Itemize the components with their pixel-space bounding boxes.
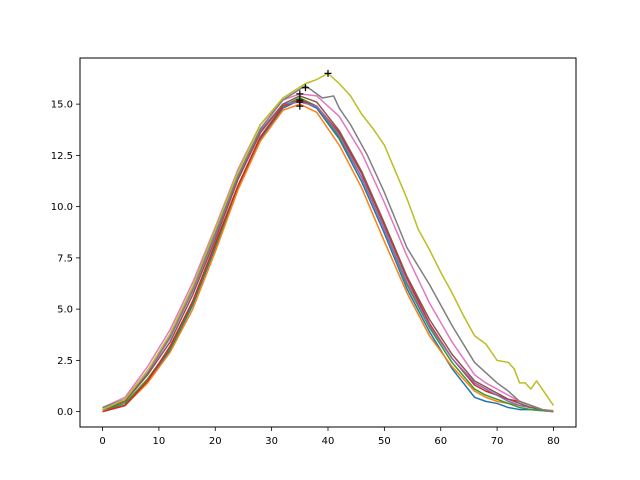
x-tick-label: 60 — [434, 436, 447, 447]
y-tick-label: 2.5 — [57, 356, 73, 367]
x-axis: 0 10 20 30 40 50 60 70 80 — [99, 427, 560, 447]
peak-marker-3 — [296, 96, 304, 104]
x-tick-label: 20 — [209, 436, 222, 447]
y-tick-label: 7.5 — [57, 253, 73, 264]
x-tick-label: 30 — [265, 436, 278, 447]
y-tick-label: 10.0 — [51, 202, 73, 213]
x-tick-label: 50 — [378, 436, 391, 447]
peak-marker-layer — [296, 69, 332, 110]
series-line-6 — [102, 95, 554, 413]
x-tick-label: 80 — [547, 436, 560, 447]
peak-marker-6 — [324, 69, 332, 77]
x-tick-label: 40 — [322, 436, 335, 447]
y-tick-label: 15.0 — [51, 100, 73, 111]
series-line-8 — [102, 84, 554, 413]
x-tick-label: 10 — [153, 436, 166, 447]
series-layer — [102, 72, 555, 413]
y-axis: 0.0 2.5 5.0 7.5 10.0 12.5 15.0 — [51, 100, 80, 418]
peak-marker-4 — [296, 90, 304, 98]
series-line-1 — [102, 99, 554, 413]
series-line-7 — [102, 93, 554, 413]
x-tick-label: 70 — [491, 436, 504, 447]
series-line-9 — [102, 72, 555, 411]
peak-marker-5 — [301, 84, 309, 92]
series-line-5 — [102, 101, 554, 413]
x-tick-label: 0 — [99, 436, 105, 447]
y-tick-label: 0.0 — [57, 407, 73, 418]
y-tick-label: 5.0 — [57, 305, 73, 316]
y-tick-label: 12.5 — [51, 151, 73, 162]
